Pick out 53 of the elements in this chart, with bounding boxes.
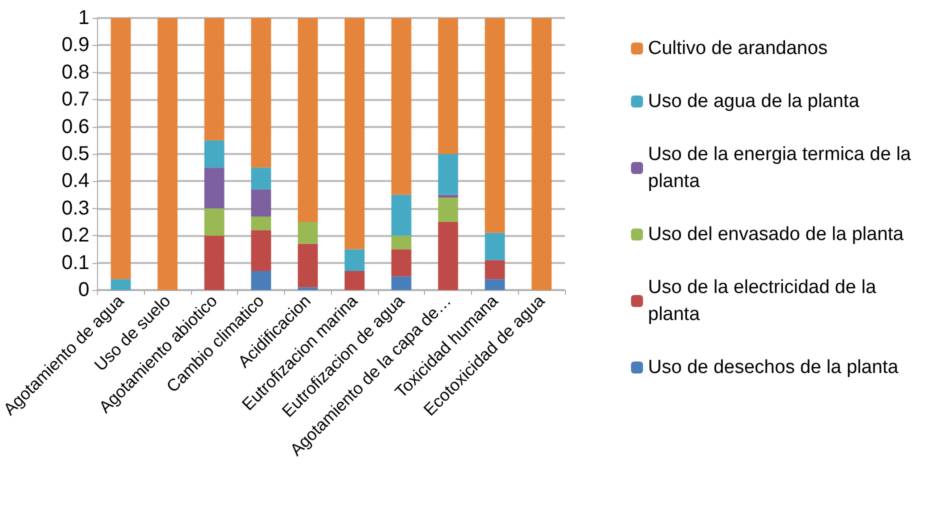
bar [484, 232, 505, 260]
legend-label: Uso de la electricidad de la planta [648, 277, 882, 325]
bar [344, 270, 365, 290]
bar [251, 270, 272, 290]
y-tick-label: 0.7 [62, 88, 90, 111]
bar [391, 249, 412, 276]
bar [391, 194, 412, 236]
y-tick-label: 0.9 [62, 34, 90, 56]
bar [110, 18, 131, 280]
bar [204, 18, 224, 140]
bar [251, 216, 272, 230]
bar [298, 244, 318, 288]
legend-label: Uso de la energia termica de la planta [648, 144, 916, 192]
legend-label: Uso de desechos de la planta [648, 357, 899, 378]
bar [251, 18, 272, 168]
bar [438, 194, 458, 198]
bar [344, 249, 365, 271]
bar [391, 18, 412, 195]
bar [391, 236, 412, 250]
y-tick-label: 0.1 [62, 252, 90, 274]
bar [438, 222, 458, 290]
bar [204, 208, 224, 236]
legend-label: Uso de agua de la planta [648, 91, 860, 112]
bar [110, 279, 131, 290]
y-tick-label: 0.4 [62, 170, 90, 192]
bar [484, 18, 505, 233]
bar [532, 18, 552, 290]
bar [298, 222, 318, 244]
bar [438, 154, 458, 195]
y-tick-label: 0.6 [62, 116, 90, 138]
bar [204, 140, 224, 168]
bar [251, 230, 272, 271]
y-tick-label: 0 [78, 279, 90, 301]
bar [438, 198, 458, 222]
bar [391, 276, 412, 290]
bar [204, 236, 224, 290]
legend-label: Cultivo de arandanos [648, 38, 828, 59]
y-tick-label: 0.2 [62, 224, 90, 247]
bar [158, 18, 178, 290]
legend-label: Uso del envasado de la planta [648, 224, 904, 245]
bar [251, 189, 272, 217]
y-tick-label: 0.5 [62, 143, 90, 165]
bar [344, 18, 365, 250]
bar [204, 168, 224, 208]
bar [484, 279, 505, 290]
bar [298, 287, 318, 290]
bar [438, 18, 458, 154]
y-tick-label: 0.8 [62, 61, 90, 84]
y-tick-label: 0.3 [62, 197, 90, 220]
bar [484, 260, 505, 280]
bar [251, 168, 272, 190]
bar [298, 18, 318, 222]
y-tick-label: 1 [78, 7, 90, 29]
